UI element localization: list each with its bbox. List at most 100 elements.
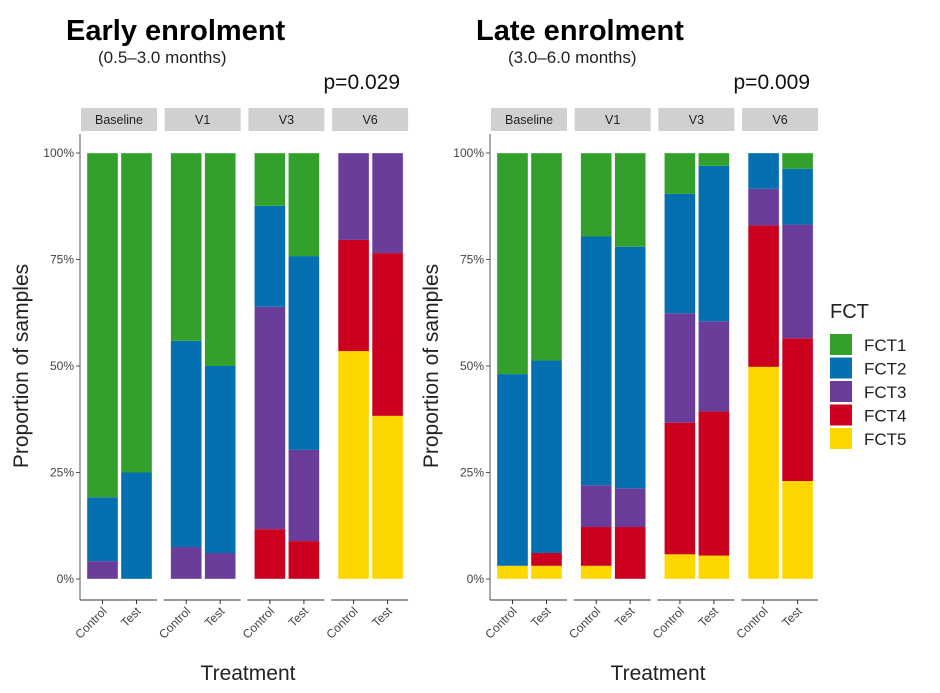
facet-strip bbox=[658, 108, 735, 131]
facet-strip-label: V1 bbox=[195, 113, 210, 127]
bar-segment-fct3 bbox=[288, 449, 320, 542]
bar-segment-fct2 bbox=[170, 340, 202, 548]
bar-outline bbox=[254, 152, 286, 580]
legend-label: FCT2 bbox=[864, 360, 907, 379]
bar-outline bbox=[747, 152, 780, 580]
bar-segment-fct5 bbox=[664, 554, 696, 579]
bar-control: Control bbox=[240, 152, 286, 641]
facet-baseline: Baseline Control Test bbox=[72, 108, 157, 641]
bar-segment-fct5 bbox=[748, 366, 780, 579]
facet-v3: V3 Control Test bbox=[240, 108, 325, 641]
panel-early: Early enrolment(0.5–3.0 months) p=0.029 0%… bbox=[10, 15, 409, 685]
x-tick-label: Test bbox=[779, 604, 805, 630]
bar-segment-fct4 bbox=[580, 527, 612, 566]
bar-test: Test bbox=[779, 152, 814, 630]
bar-segment-fct2 bbox=[121, 472, 152, 579]
bar-segment-fct4 bbox=[748, 225, 780, 367]
x-tick-label: Control bbox=[240, 604, 277, 641]
bar-test: Test bbox=[369, 152, 404, 630]
bar-segment-fct1 bbox=[497, 153, 528, 375]
bar-segment-fct4 bbox=[372, 253, 404, 416]
bar-segment-fct3 bbox=[782, 224, 814, 339]
bar-segment-fct1 bbox=[254, 153, 286, 206]
bar-segment-fct2 bbox=[87, 497, 118, 562]
bar-segment-fct5 bbox=[372, 415, 404, 579]
legend-swatch bbox=[830, 381, 852, 402]
bar-outline bbox=[120, 152, 153, 580]
x-tick-label: Test bbox=[202, 604, 228, 630]
facet-strip bbox=[248, 108, 325, 131]
y-axis-title: Proportion of samples bbox=[10, 264, 33, 468]
bar-segment-fct4 bbox=[338, 239, 370, 352]
legend-swatch bbox=[830, 404, 852, 426]
x-axis-title: Treatment bbox=[201, 662, 296, 685]
x-tick-label: Control bbox=[566, 604, 603, 641]
bar-test: Test bbox=[202, 152, 236, 630]
y-tick-label: 75% bbox=[50, 253, 74, 267]
bar-segment-fct2 bbox=[497, 374, 528, 566]
facet-strip-label: Baseline bbox=[95, 113, 143, 127]
x-tick-label: Test bbox=[118, 604, 144, 630]
y-tick-label: 100% bbox=[43, 146, 74, 160]
bar-control: Control bbox=[72, 152, 119, 641]
bar-segment-fct3 bbox=[580, 485, 612, 528]
bar-segment-fct1 bbox=[121, 153, 152, 473]
y-tick-label: 25% bbox=[50, 466, 74, 480]
bar-segment-fct3 bbox=[698, 321, 730, 412]
bar-test: Test bbox=[528, 152, 563, 630]
legend-label: FCT1 bbox=[864, 336, 907, 355]
panel-title: Late enrolment bbox=[476, 15, 684, 47]
y-tick-label: 50% bbox=[460, 359, 484, 373]
legend-swatch bbox=[830, 357, 852, 379]
bar-segment-fct2 bbox=[580, 236, 612, 486]
legend-title: FCT bbox=[830, 301, 869, 323]
facet-strip bbox=[164, 108, 241, 131]
bar-segment-fct5 bbox=[497, 565, 528, 579]
bar-segment-fct1 bbox=[614, 153, 646, 247]
x-tick-label: Test bbox=[528, 604, 554, 630]
bar-segment-fct4 bbox=[288, 541, 320, 579]
legend-swatch bbox=[830, 428, 852, 449]
bar-segment-fct3 bbox=[338, 153, 370, 240]
bar-outline bbox=[170, 152, 202, 580]
bar-segment-fct3 bbox=[614, 488, 646, 528]
bar-segment-fct1 bbox=[204, 153, 236, 366]
panel-subtitle: (3.0–6.0 months) bbox=[508, 48, 637, 67]
bar-segment-fct1 bbox=[531, 153, 562, 361]
bar-segment-fct5 bbox=[698, 555, 730, 579]
bar-test: Test bbox=[696, 152, 730, 630]
bar-segment-fct4 bbox=[698, 411, 730, 556]
bar-control: Control bbox=[566, 152, 613, 641]
p-value-label: p=0.009 bbox=[734, 71, 811, 94]
facet-strip-label: V3 bbox=[279, 113, 294, 127]
bar-segment-fct2 bbox=[204, 366, 236, 554]
x-tick-label: Control bbox=[323, 604, 360, 641]
x-tick-label: Test bbox=[612, 604, 638, 630]
bar-segment-fct4 bbox=[782, 338, 814, 482]
legend-item: FCT3 bbox=[830, 381, 907, 402]
bar-outline bbox=[781, 152, 814, 580]
bar-test: Test bbox=[286, 152, 320, 630]
facet-baseline: Baseline Control Test bbox=[482, 108, 567, 641]
facet-strip-label: V6 bbox=[772, 113, 787, 127]
x-tick-label: Test bbox=[286, 604, 312, 630]
facet-strip-label: Baseline bbox=[505, 113, 553, 127]
bar-test: Test bbox=[118, 152, 153, 630]
facet-strip-label: V6 bbox=[362, 113, 377, 127]
bar-segment-fct2 bbox=[288, 256, 320, 450]
legend: FCT FCT1 FCT2 FCT3 FCT4 FCT5 bbox=[830, 301, 907, 449]
bar-segment-fct2 bbox=[254, 205, 286, 307]
bar-control: Control bbox=[482, 152, 529, 641]
bar-segment-fct5 bbox=[580, 565, 612, 579]
bar-segment-fct2 bbox=[664, 193, 696, 314]
legend-label: FCT5 bbox=[864, 430, 907, 449]
bar-segment-fct5 bbox=[531, 565, 562, 579]
bar-outline bbox=[530, 152, 563, 580]
bar-segment-fct1 bbox=[87, 153, 118, 498]
bar-segment-fct1 bbox=[170, 153, 202, 341]
bar-segment-fct2 bbox=[531, 360, 562, 554]
bar-segment-fct3 bbox=[664, 313, 696, 423]
bar-segment-fct3 bbox=[372, 153, 404, 254]
bar-segment-fct2 bbox=[698, 165, 730, 322]
